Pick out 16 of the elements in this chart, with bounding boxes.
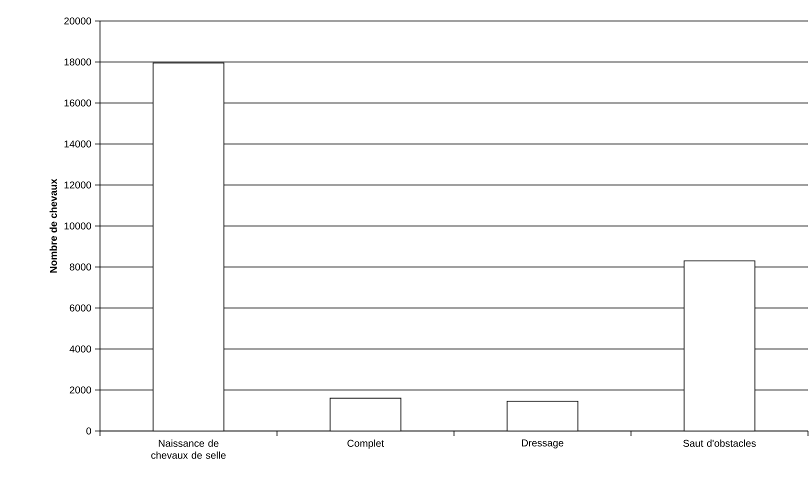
y-tick-label: 18000	[64, 58, 92, 66]
y-tick-label: 10000	[64, 222, 92, 230]
x-tick-label: Naissance de chevaux de selle	[151, 440, 226, 459]
y-tick-label: 2000	[70, 386, 92, 394]
y-tick-label: 12000	[64, 181, 92, 189]
y-tick-label: 16000	[64, 99, 92, 107]
y-tick-label: 14000	[64, 140, 92, 148]
x-tick-label: Complet	[347, 440, 384, 449]
y-tick-label: 8000	[70, 263, 92, 271]
y-axis-title: Nombre de chevaux	[50, 178, 57, 273]
x-tick-label: Dressage	[522, 440, 564, 448]
y-tick-label: 6000	[70, 304, 92, 312]
x-tick-label: Saut d'obstacles	[683, 440, 756, 447]
y-tick-label: 20000	[64, 17, 92, 25]
y-tick-label: 0	[86, 427, 92, 435]
y-tick-label: 4000	[70, 345, 92, 353]
